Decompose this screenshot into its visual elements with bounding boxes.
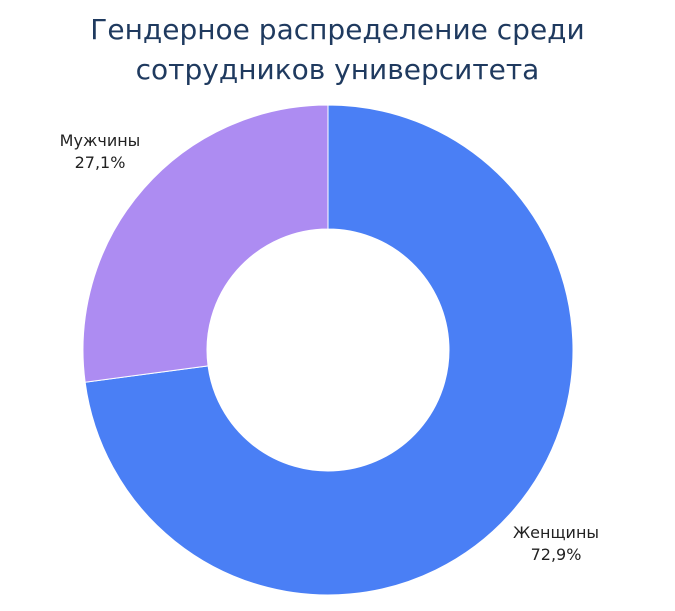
chart-title-line-1: Гендерное распределение среди <box>90 13 585 46</box>
chart-title-line-2: сотрудников университета <box>135 53 540 86</box>
donut-slice-2 <box>82 104 329 383</box>
slice-value-label-2: 27,1% <box>75 153 126 172</box>
donut-slice-1 <box>84 104 574 596</box>
slice-value-label-1: 72,9% <box>531 545 582 564</box>
slice-label-1: Женщины <box>513 523 599 542</box>
chart-title: Гендерное распределение среди сотруднико… <box>0 10 675 90</box>
slice-label-2: Мужчины <box>60 131 141 150</box>
